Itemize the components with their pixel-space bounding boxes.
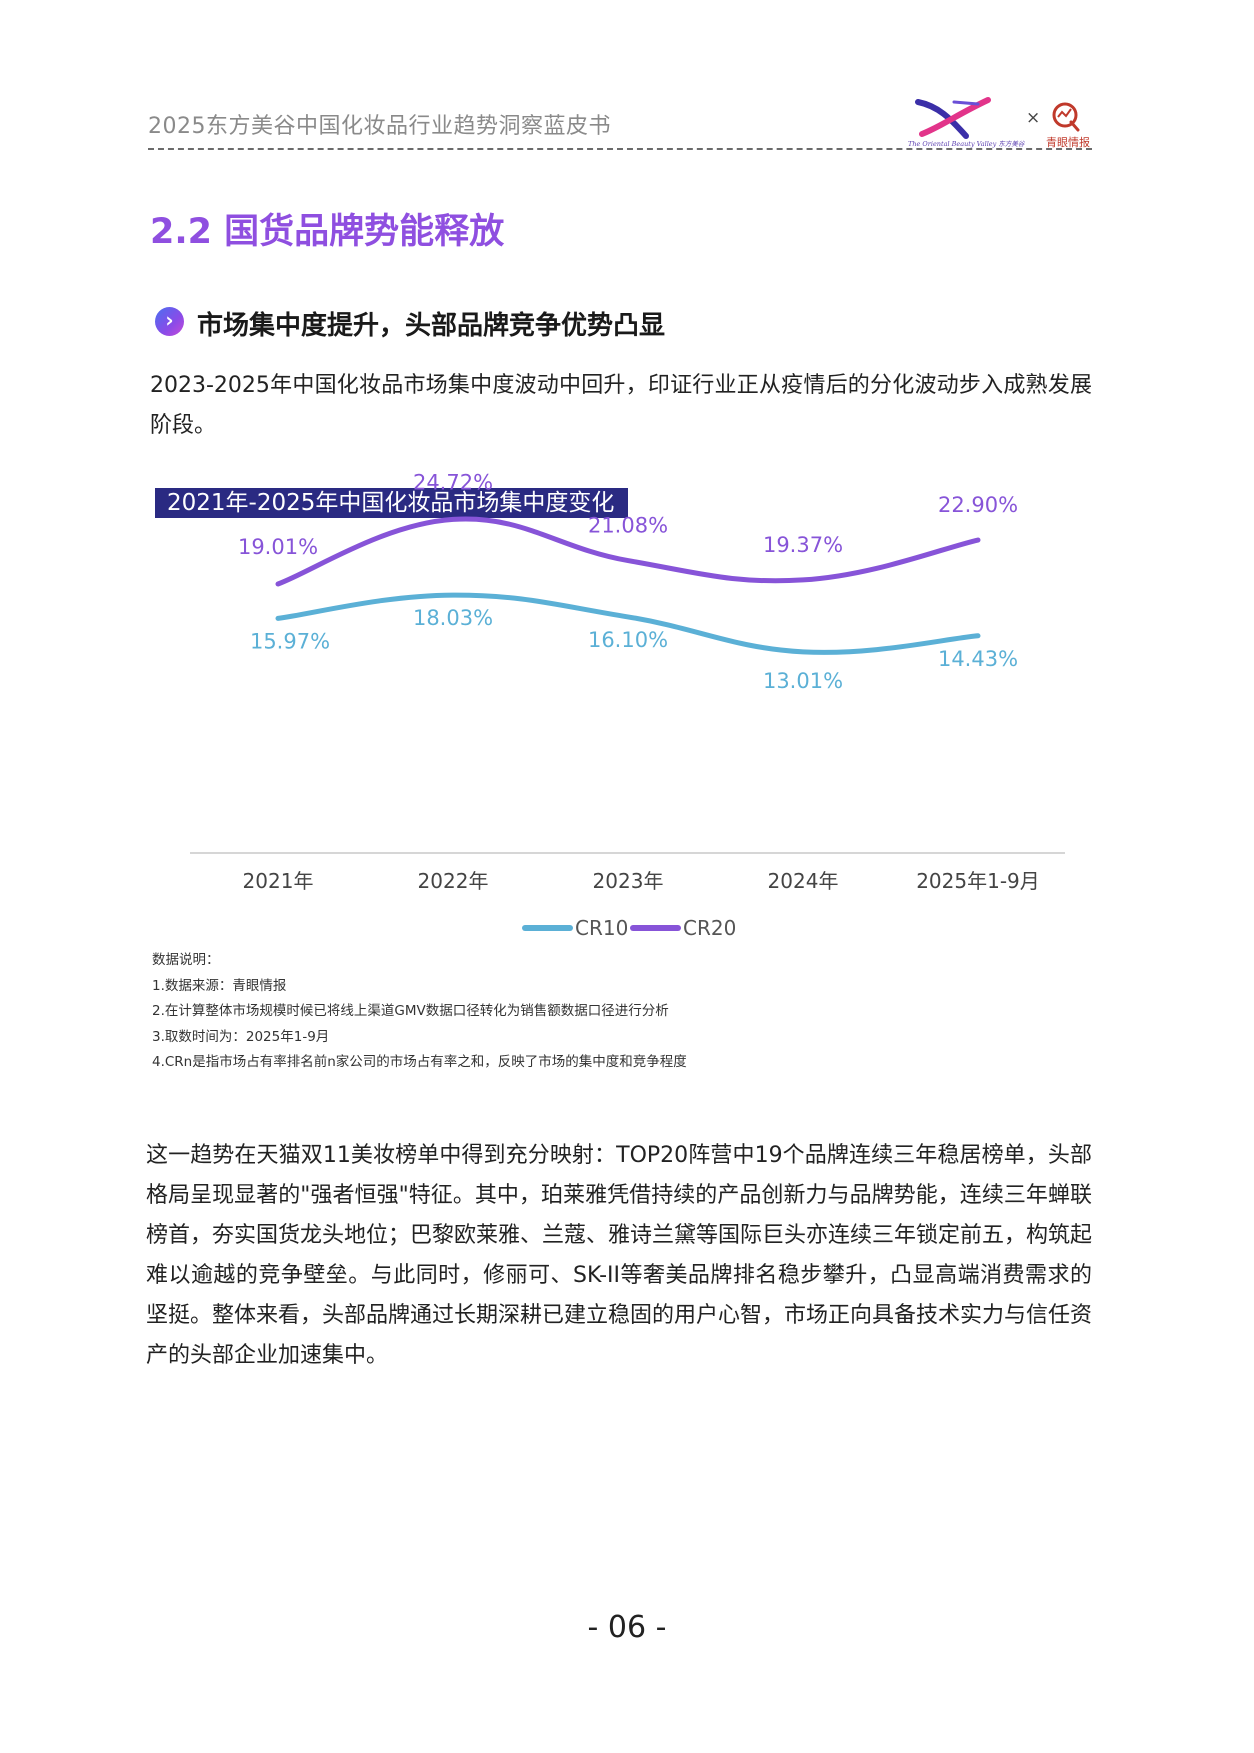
data-label: 18.03% <box>413 606 493 630</box>
data-label: 19.37% <box>763 533 843 557</box>
oriental-beauty-valley-logo-icon <box>915 97 991 139</box>
line-chart: 2021年 2022年 2023年 2024年 2025年1-9月 15.97% 18.03… <box>190 470 1065 940</box>
legend-label: CR10 <box>575 916 628 940</box>
x-tick-label: 2024年 <box>768 869 839 893</box>
note-item: 1.数据来源：青眼情报 <box>152 977 287 994</box>
data-notes: 数据说明： 1.数据来源：青眼情报 2.在计算整体市场规模时候已将线上渠道GMV… <box>152 948 687 1076</box>
note-item: 2.在计算整体市场规模时候已将线上渠道GMV数据口径转化为销售额数据口径进行分析 <box>152 1003 669 1019</box>
x-tick-label: 2022年 <box>418 869 489 893</box>
data-label: 15.97% <box>250 629 330 653</box>
note-item: 4.CRn是指市场占有率排名前n家公司的市场占有率之和，反映了市场的集中度和竞争… <box>152 1054 687 1070</box>
chevron-right-icon: › <box>155 307 184 336</box>
document-header-title: 2025东方美谷中国化妆品行业趋势洞察蓝皮书 <box>148 114 611 139</box>
body-paragraph: 这一趋势在天猫双11美妆榜单中得到充分映射：TOP20阵营中19个品牌连续三年稳… <box>146 1143 1093 1368</box>
chevron-glyph: › <box>165 308 174 332</box>
brand-logos: The Oriental Beauty Valley 东方美谷 × 青眼情报 <box>900 96 1100 149</box>
qingyan-q-logo-icon <box>1052 102 1080 132</box>
data-label: 14.43% <box>938 647 1018 671</box>
x-tick-label: 2021年 <box>243 869 314 893</box>
data-label: 16.10% <box>588 628 668 652</box>
header-divider <box>148 148 1092 150</box>
logo-tagline: The Oriental Beauty Valley 东方美谷 <box>908 140 1025 148</box>
x-tick-label: 2023年 <box>593 869 664 893</box>
data-label: 19.01% <box>238 535 318 559</box>
data-label: 24.72% <box>413 470 493 494</box>
legend-label: CR20 <box>683 916 736 940</box>
data-label: 22.90% <box>938 493 1018 517</box>
section-title: 2.2 国货品牌势能释放 <box>150 212 505 252</box>
notes-heading: 数据说明： <box>152 952 220 968</box>
partner-logo-text: 青眼情报 <box>1046 136 1090 149</box>
x-tick-label: 2025年1-9月 <box>916 869 1040 893</box>
sub-heading-text: 市场集中度提升，头部品牌竞争优势凸显 <box>197 311 666 341</box>
collaboration-sign: × <box>1026 108 1041 128</box>
data-label: 13.01% <box>763 669 843 693</box>
intro-paragraph: 2023-2025年中国化妆品市场集中度波动中回升，印证行业正从疫情后的分化波动… <box>150 373 1092 438</box>
page-number: - 06 - <box>587 1610 667 1645</box>
chart-title: 2021年-2025年中国化妆品市场集中度变化 <box>155 488 629 518</box>
data-label: 21.08% <box>588 514 668 538</box>
note-item: 3.取数时间为：2025年1-9月 <box>152 1028 330 1045</box>
